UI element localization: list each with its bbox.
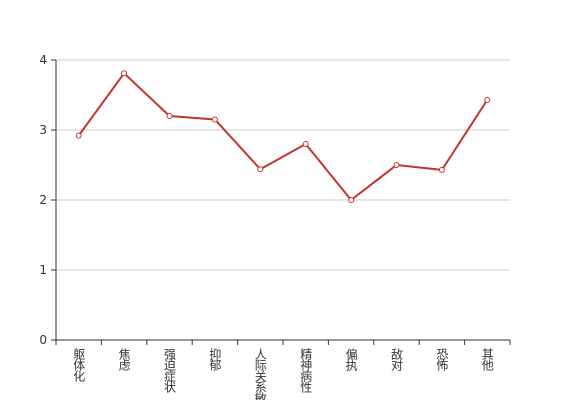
point — [75, 132, 82, 139]
point — [257, 166, 264, 173]
x-tick-label: 恐怖 — [435, 348, 449, 371]
x-tick-label: 抑郁 — [208, 347, 222, 372]
point — [484, 96, 491, 103]
x-tick-label: 焦虑 — [117, 348, 131, 371]
point — [121, 70, 128, 77]
point — [211, 116, 218, 123]
point — [393, 162, 400, 168]
x-tick-label: 偏执 — [344, 347, 358, 372]
y-tick-label: 4 — [39, 53, 47, 67]
y-tick-label: 0 — [39, 333, 47, 347]
x-tick-label: 强迫症状 — [163, 348, 177, 393]
y-tick-label: 1 — [39, 263, 47, 277]
y-tick-label: 3 — [39, 123, 47, 137]
y-tick-label: 2 — [39, 193, 47, 207]
line — [77, 71, 489, 202]
point — [438, 166, 445, 173]
x-tick-label: 敌对 — [390, 347, 404, 371]
point — [302, 141, 309, 147]
point — [348, 197, 355, 203]
point — [166, 113, 173, 119]
x-tick-label: 躯体化 — [72, 347, 86, 383]
x-tick-label: 人际关系敏感 — [253, 348, 267, 400]
x-tick-label: 精神病性 — [299, 348, 313, 394]
x-tick-label: 其他 — [480, 348, 494, 371]
